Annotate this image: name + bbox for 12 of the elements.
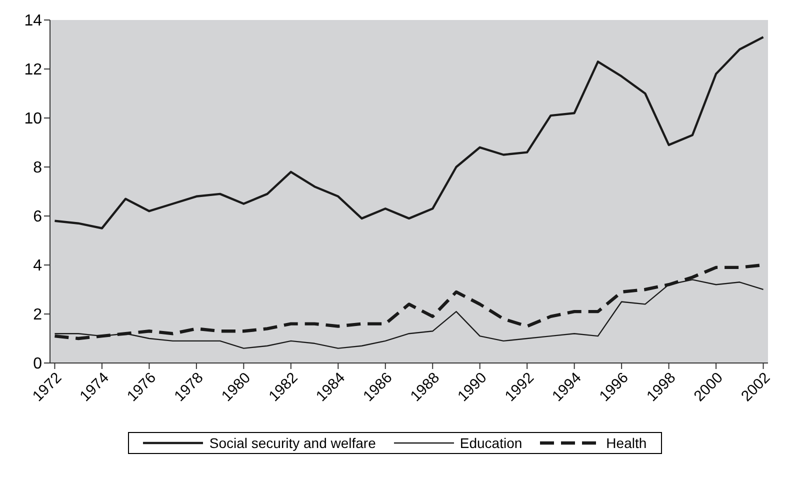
y-tick-label: 2 <box>33 306 42 324</box>
y-tick-label: 8 <box>33 160 42 177</box>
legend-label: Social security and welfare <box>209 435 376 451</box>
legend-label: Health <box>606 435 647 451</box>
legend-label: Education <box>460 435 522 451</box>
y-tick-label: 0 <box>33 356 42 373</box>
y-tick-label: 6 <box>33 208 42 226</box>
y-tick-label: 12 <box>24 62 42 79</box>
y-tick-label: 10 <box>24 110 42 128</box>
y-tick-label: 4 <box>33 258 42 275</box>
line-series <box>54 36 764 230</box>
y-tick-label: 14 <box>24 12 42 30</box>
